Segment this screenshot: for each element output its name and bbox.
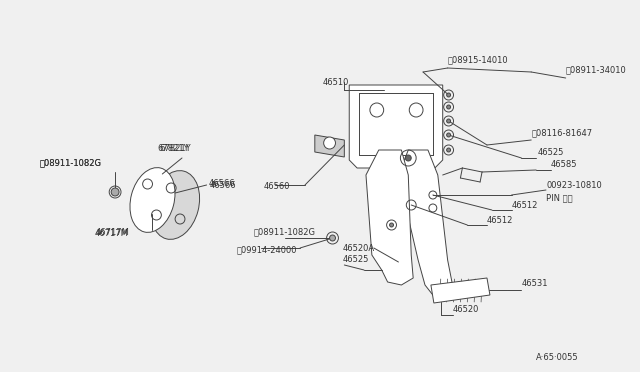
Polygon shape (366, 150, 413, 285)
Circle shape (447, 133, 451, 137)
Circle shape (324, 137, 335, 149)
Text: Ⓑ08116-81647: Ⓑ08116-81647 (531, 128, 593, 138)
Text: 46717M: 46717M (95, 228, 129, 237)
Text: 67821Y: 67821Y (157, 144, 189, 153)
Polygon shape (315, 135, 344, 157)
Polygon shape (431, 278, 490, 303)
Circle shape (330, 235, 335, 241)
Text: 46525: 46525 (537, 148, 564, 157)
Text: 67821Y: 67821Y (159, 144, 191, 153)
Text: 46520: 46520 (452, 305, 479, 314)
Circle shape (447, 93, 451, 97)
Text: PIN ピン: PIN ピン (546, 193, 573, 202)
Circle shape (405, 155, 412, 161)
Text: 46717M: 46717M (95, 228, 128, 237)
Text: ⓝ08911-1082G: ⓝ08911-1082G (39, 158, 101, 167)
Text: 46510: 46510 (323, 77, 349, 87)
Polygon shape (399, 150, 452, 295)
Text: ⓝ09914-24000: ⓝ09914-24000 (236, 246, 296, 254)
Text: 46520A: 46520A (342, 244, 374, 253)
Text: 46585: 46585 (551, 160, 577, 169)
Text: ⓝ08911-1082G: ⓝ08911-1082G (254, 228, 316, 237)
Circle shape (390, 223, 394, 227)
Text: A·65·0055: A·65·0055 (536, 353, 579, 362)
Text: 00923-10810: 00923-10810 (546, 180, 602, 189)
Polygon shape (349, 85, 443, 168)
Text: 46566: 46566 (209, 180, 236, 189)
Circle shape (111, 188, 119, 196)
Ellipse shape (130, 168, 175, 232)
Text: 46512: 46512 (487, 215, 513, 224)
Text: 46525: 46525 (342, 256, 369, 264)
Text: 46566: 46566 (209, 179, 235, 187)
Circle shape (447, 148, 451, 152)
Text: ⓝ08911-34010: ⓝ08911-34010 (566, 65, 627, 74)
Ellipse shape (150, 171, 200, 239)
Text: 46531: 46531 (522, 279, 548, 289)
Text: 46512: 46512 (511, 201, 538, 209)
Text: ⓜ08915-14010: ⓜ08915-14010 (447, 55, 508, 64)
Text: ⓝ08911-1082G: ⓝ08911-1082G (39, 158, 101, 167)
Circle shape (447, 119, 451, 123)
Text: 46560: 46560 (264, 182, 290, 190)
Polygon shape (376, 168, 416, 188)
Circle shape (447, 105, 451, 109)
